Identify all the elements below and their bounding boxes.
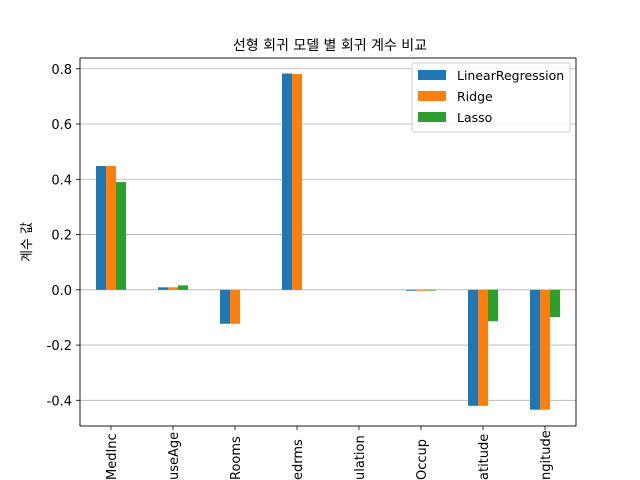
y-tick-label: 0.4 — [51, 173, 72, 188]
bar-lasso-houseage — [178, 285, 188, 290]
bar-ridge-avebedrms — [292, 74, 302, 290]
y-tick-label: 0.2 — [51, 229, 72, 244]
bar-ridge-averooms — [230, 289, 240, 324]
x-tick-label: MedInc — [105, 433, 120, 480]
x-tick-label: ngitude — [539, 430, 554, 480]
x-tick-label: useAge — [167, 432, 182, 480]
x-tick-label: ulation — [353, 435, 368, 480]
bar-ridge-houseage — [168, 287, 178, 290]
bar-ridge-latitude — [478, 289, 488, 406]
x-tick-label: atitude — [477, 434, 492, 480]
bar-linearregression-avebedrms — [282, 73, 292, 290]
bars — [96, 73, 560, 410]
gridlines — [80, 68, 576, 401]
legend-swatch — [418, 91, 446, 101]
legend: LinearRegression Ridge Lasso — [411, 62, 571, 133]
legend-entry: Lasso — [457, 110, 492, 125]
y-tick-label: -0.2 — [47, 339, 72, 354]
plot-frame — [79, 57, 577, 427]
x-tick-label: Rooms — [229, 436, 244, 480]
bar-linearregression-aveoccup — [406, 289, 416, 291]
legend-entry: LinearRegression — [457, 68, 564, 83]
legend-swatch — [418, 112, 446, 122]
bar-linearregression-latitude — [468, 289, 478, 406]
y-axis-label: 계수 값 — [20, 222, 35, 262]
legend-entry: Ridge — [457, 89, 493, 104]
x-axis-ticks: MedInc useAge Rooms edrms ulation Occup atitud… — [105, 426, 554, 480]
y-tick-label: -0.4 — [47, 394, 72, 409]
legend-swatch — [418, 70, 446, 80]
bar-ridge-medinc — [106, 166, 116, 290]
bar-ridge-aveoccup — [416, 289, 426, 291]
x-tick-label: edrms — [291, 439, 306, 480]
bar-linearregression-houseage — [158, 287, 168, 290]
bar-lasso-aveoccup — [426, 289, 436, 291]
bar-lasso-medinc — [116, 182, 126, 290]
chart-title: 선형 회귀 모델 별 회귀 계수 비교 — [233, 38, 427, 54]
bar-ridge-longitude — [540, 289, 550, 410]
y-tick-label: 0.0 — [51, 284, 72, 299]
bar-linearregression-averooms — [220, 289, 230, 324]
bar-linearregression-medinc — [96, 166, 106, 290]
y-axis-ticks: -0.4 -0.2 0.0 0.2 0.4 0.6 0.8 — [47, 63, 80, 409]
y-tick-label: 0.6 — [51, 118, 72, 133]
bar-lasso-latitude — [488, 289, 498, 322]
legend-box — [411, 62, 571, 133]
bar-lasso-longitude — [550, 289, 560, 318]
x-tick-label: Occup — [415, 439, 430, 480]
y-tick-label: 0.8 — [51, 63, 72, 78]
bar-linearregression-longitude — [530, 289, 540, 410]
